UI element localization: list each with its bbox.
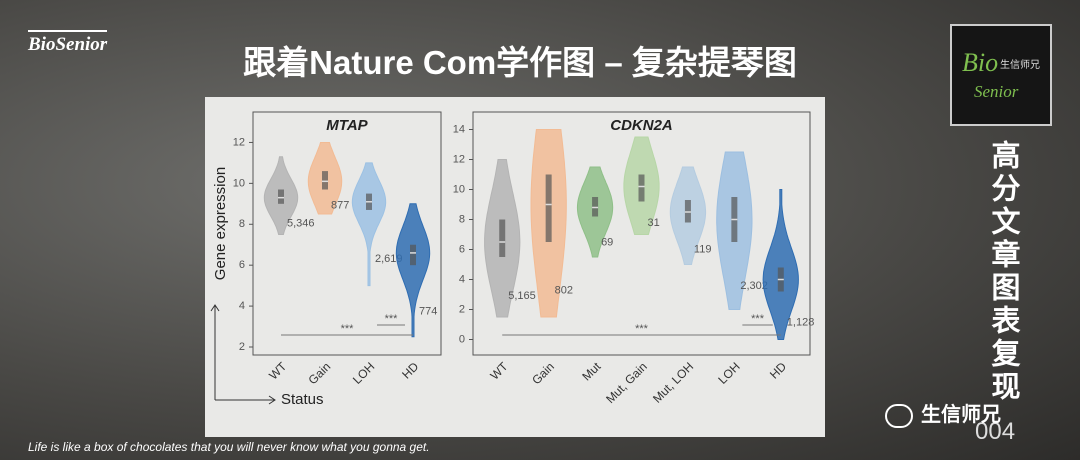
wechat-text: 生信师兄 [921, 404, 1001, 426]
violin [395, 203, 431, 338]
page-title: 跟着Nature Com学作图 – 复杂提琴图 [243, 44, 797, 81]
count-label: 1,128 [787, 317, 815, 329]
y-tick-label: 2 [459, 303, 465, 315]
count-label: 877 [331, 199, 349, 211]
count-label: 69 [601, 237, 613, 249]
count-label: 5,165 [508, 290, 536, 302]
sig-label: *** [751, 313, 765, 325]
violin-box [278, 189, 284, 204]
y-tick-label: 6 [239, 259, 245, 271]
chart-title: MTAP [326, 117, 368, 134]
y-tick-label: 2 [239, 341, 245, 353]
y-tick-label: 8 [239, 218, 245, 230]
violin-box [545, 174, 552, 242]
violin-box [638, 174, 645, 202]
count-label: 5,346 [287, 218, 315, 230]
chart-title: CDKN2A [610, 117, 673, 134]
violin-box [410, 244, 416, 266]
count-label: 31 [648, 217, 660, 229]
sig-label: *** [341, 323, 355, 335]
y-tick-label: 10 [233, 177, 245, 189]
series-title: 高分文章图表复现 [987, 140, 1019, 404]
y-tick-label: 8 [459, 213, 465, 225]
logo-senior: Senior [974, 82, 1019, 101]
sig-label: *** [385, 313, 399, 325]
y-tick-label: 10 [453, 183, 465, 195]
count-label: 774 [419, 306, 437, 318]
y-axis-label: Gene expression [212, 167, 229, 280]
y-tick-label: 4 [239, 300, 245, 312]
sig-label: *** [635, 323, 649, 335]
y-tick-label: 4 [459, 273, 465, 285]
plot-frame [472, 111, 811, 356]
logo: Bio 生信师兄 Senior [950, 24, 1052, 126]
violin [351, 162, 387, 287]
count-label: 2,619 [375, 253, 403, 265]
logo-name: 生信师兄 [1000, 60, 1040, 71]
y-tick-label: 6 [459, 243, 465, 255]
brand: BioSenior [28, 30, 108, 56]
y-tick-label: 12 [233, 136, 245, 148]
series-number: 004 [975, 418, 1016, 445]
chart-mtap: MTAP246810125,346WT877Gain2,619LOH774HD*… [210, 111, 442, 408]
y-tick-label: 14 [453, 123, 465, 135]
violin [762, 189, 799, 340]
wechat-icon [885, 403, 913, 428]
violin-box [322, 171, 328, 190]
y-tick-label: 0 [459, 333, 465, 345]
chart-panel: MTAP246810125,346WT877Gain2,619LOH774HD*… [205, 97, 825, 437]
chart-cdkn2a: CDKN2A024681012145,165WT802Gain69Mut31Mu… [453, 111, 815, 406]
wechat-name: 生信师兄 [885, 398, 1001, 428]
count-label: 2,302 [740, 280, 768, 292]
plot-frame [252, 111, 442, 356]
x-axis-label: Status [281, 391, 324, 408]
y-tick-label: 12 [453, 153, 465, 165]
count-label: 802 [555, 285, 573, 297]
count-label: 119 [694, 244, 712, 256]
quote: Life is like a box of chocolates that yo… [28, 440, 430, 454]
violin-box [499, 219, 506, 257]
axis-arrow [210, 304, 276, 405]
logo-bio: Bio [962, 48, 999, 77]
